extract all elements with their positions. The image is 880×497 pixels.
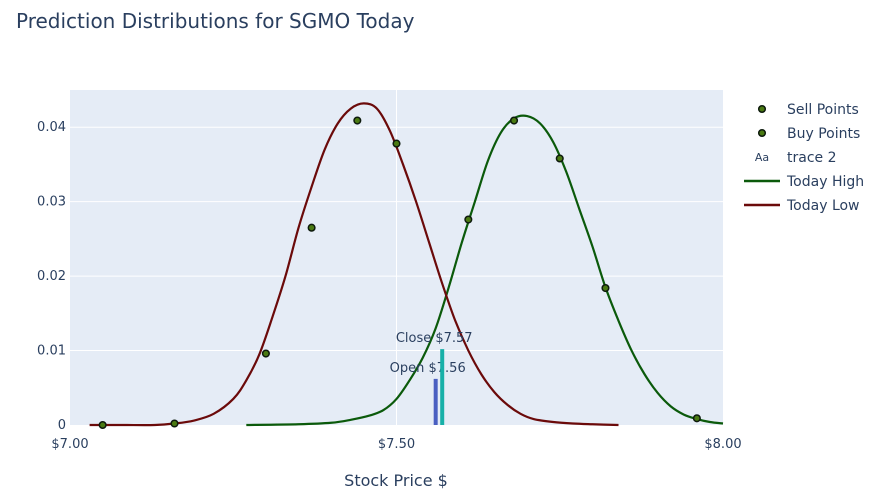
markers: Open $7.56 Close $7.57 (390, 331, 473, 425)
y-tick-label: 0 (58, 418, 66, 433)
ticks: 0 0.01 0.02 0.03 0.04 $7.00 $7.50 $8.00 (37, 120, 742, 452)
chart-title: Prediction Distributions for SGMO Today (16, 9, 415, 33)
y-tick-label: 0.02 (37, 269, 66, 284)
sell-point (555, 154, 564, 163)
y-tick-label: 0.04 (37, 120, 66, 135)
y-tick-label: 0.01 (37, 344, 66, 359)
legend-label: Today High (786, 174, 864, 190)
marker-label: Open $7.56 (390, 361, 466, 376)
buy-point (392, 139, 401, 148)
legend-label: Sell Points (787, 102, 859, 118)
buy-point (353, 116, 362, 125)
legend-text-swatch: Aa (755, 151, 769, 164)
legend-label: Buy Points (787, 126, 860, 142)
series-line-today-low (89, 102, 619, 427)
sell-point (601, 283, 610, 293)
legend-marker-swatch (757, 104, 767, 114)
buy-point (98, 420, 107, 430)
buy-point (307, 223, 316, 232)
points (98, 116, 701, 430)
buy-point (170, 419, 179, 428)
x-axis-title: Stock Price $ (344, 471, 448, 490)
marker-label: Close $7.57 (396, 331, 473, 346)
curves (89, 102, 724, 427)
buy-point (261, 349, 270, 358)
sell-point (509, 116, 519, 125)
x-tick-label: $7.00 (51, 437, 88, 452)
legend-label: Today Low (786, 198, 860, 214)
x-tick-label: $7.50 (378, 437, 415, 452)
buy-point (464, 215, 473, 224)
y-tick-label: 0.03 (37, 195, 66, 210)
legend-label: trace 2 (787, 150, 837, 166)
legend-marker-swatch (757, 128, 767, 138)
legend: Sell Points Buy Points Aa trace 2 Today High… (744, 102, 864, 214)
sell-point (692, 414, 701, 423)
x-tick-label: $8.00 (704, 437, 741, 452)
series-line-today-high (246, 114, 724, 427)
grid (70, 90, 723, 425)
